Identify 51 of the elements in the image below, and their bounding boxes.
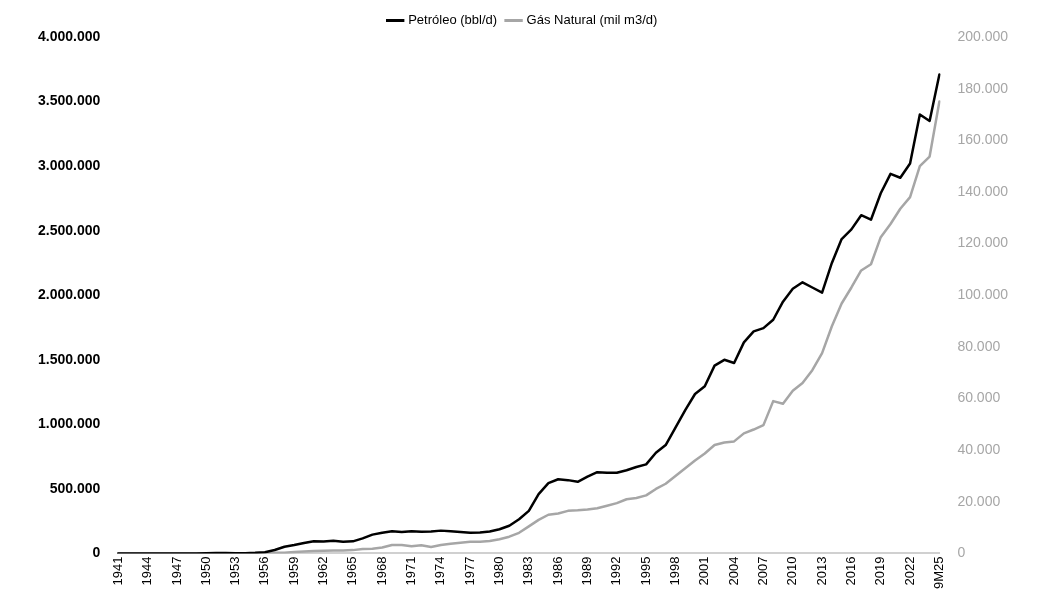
x-tick-label: 2019 xyxy=(872,556,888,586)
y2-tick-label: 140.000 xyxy=(957,182,1009,199)
y2-tick-label: 20.000 xyxy=(957,492,1001,509)
x-tick-label: 2007 xyxy=(755,556,771,586)
y2-tick-label: 120.000 xyxy=(957,234,1009,251)
x-tick-label: 1947 xyxy=(168,556,184,586)
x-tick-label: 1992 xyxy=(608,556,624,586)
x-tick-label: 2004 xyxy=(725,556,741,586)
legend-label: Petróleo (bbl/d) xyxy=(408,12,498,28)
y-tick-label: 4.000.000 xyxy=(37,27,101,44)
y2-tick-label: 100.000 xyxy=(957,286,1009,303)
x-tick-label: 1986 xyxy=(549,556,565,586)
y2-tick-label: 0 xyxy=(957,544,966,561)
y-tick-label: 2.000.000 xyxy=(37,286,101,303)
y-tick-label: 1.500.000 xyxy=(37,350,101,367)
x-tick-label: 2001 xyxy=(696,556,712,586)
x-tick-label: 1953 xyxy=(227,556,243,586)
x-tick-label: 1974 xyxy=(432,556,448,586)
x-tick-label: 1941 xyxy=(109,556,125,586)
y-tick-label: 3.000.000 xyxy=(37,156,101,173)
x-tick-label: 1971 xyxy=(403,556,419,586)
x-tick-label: 1965 xyxy=(344,556,360,586)
x-tick-label: 1944 xyxy=(139,556,155,586)
y2-tick-label: 80.000 xyxy=(957,337,1001,354)
x-tick-label: 2016 xyxy=(843,556,858,586)
x-tick-label: 1977 xyxy=(461,556,477,586)
y2-tick-label: 200.000 xyxy=(957,27,1009,44)
y2-tick-label: 40.000 xyxy=(957,441,1001,458)
x-tick-label: 9M25 xyxy=(930,556,946,590)
y-tick-label: 500.000 xyxy=(49,479,101,496)
x-tick-label: 1995 xyxy=(637,556,653,586)
x-tick-label: 1983 xyxy=(520,556,536,586)
y2-tick-label: 60.000 xyxy=(957,389,1001,406)
x-tick-label: 1959 xyxy=(285,556,301,586)
x-tick-label: 1980 xyxy=(491,556,507,586)
x-tick-label: 2010 xyxy=(784,556,800,586)
y2-tick-label: 160.000 xyxy=(957,131,1009,148)
x-tick-label: 1950 xyxy=(197,556,213,586)
x-tick-label: 1989 xyxy=(579,556,595,586)
y-tick-label: 0 xyxy=(92,544,101,561)
y2-tick-label: 180.000 xyxy=(957,79,1009,96)
x-tick-label: 2022 xyxy=(901,556,917,586)
x-tick-label: 1962 xyxy=(315,556,331,586)
x-tick-label: 1998 xyxy=(667,556,683,586)
y-tick-label: 1.000.000 xyxy=(37,415,101,432)
y-tick-label: 3.500.000 xyxy=(37,92,101,109)
x-tick-label: 2013 xyxy=(813,556,829,586)
x-tick-label: 1968 xyxy=(373,556,389,586)
legend-label: Gás Natural (mil m3/d) xyxy=(526,12,658,28)
y-tick-label: 2.500.000 xyxy=(37,221,101,238)
x-tick-label: 1956 xyxy=(256,556,272,586)
